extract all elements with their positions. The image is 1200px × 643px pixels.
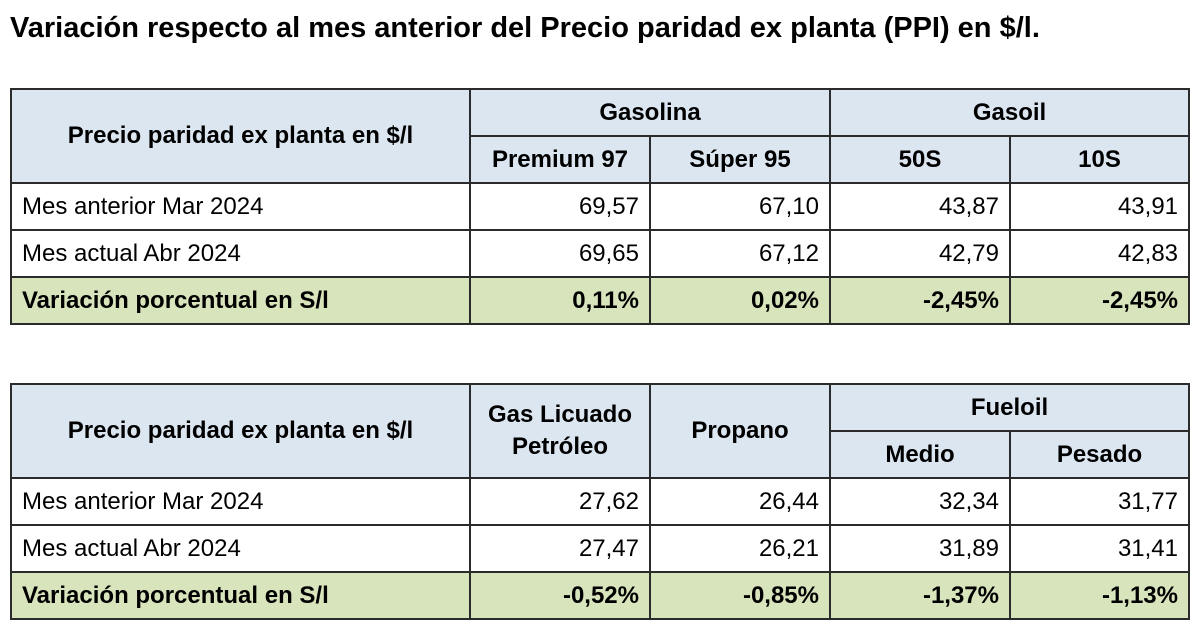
variation-cell: 0,11%	[469, 276, 651, 325]
variation-label: Variación porcentual en S/l	[10, 276, 471, 325]
table-cell: 31,77	[1009, 477, 1190, 526]
table-row: Mes anterior Mar 2024 69,57 67,10 43,87 …	[10, 182, 1191, 231]
table-subheader-row: Premium 97 Súper 95 50S 10S	[11, 135, 1191, 184]
variation-cell: -0,85%	[649, 571, 831, 620]
group-header-gasolina: Gasolina	[469, 88, 831, 137]
variation-cell: -1,37%	[829, 571, 1011, 620]
table-row: Mes anterior Mar 2024 27,62 26,44 32,34 …	[10, 477, 1190, 526]
variation-cell: -2,45%	[1008, 276, 1191, 325]
variation-row: Variación porcentual en S/l 0,11% 0,02% …	[10, 276, 1191, 325]
variation-cell: -1,13%	[1009, 571, 1190, 620]
column-header-super-95: Súper 95	[649, 135, 831, 184]
table-cell: 69,57	[469, 182, 651, 231]
group-header-gasoil: Gasoil	[828, 88, 1191, 137]
table-subheader-row: Medio Pesado	[11, 430, 1190, 479]
page-title: Variación respecto al mes anterior del P…	[10, 12, 1040, 44]
variation-row: Variación porcentual en S/l -0,52% -0,85…	[10, 571, 1190, 620]
table-cell: 27,47	[469, 524, 651, 573]
corner-header: Precio paridad ex planta en $/l	[10, 383, 471, 479]
row-label: Mes anterior Mar 2024	[10, 182, 471, 231]
table-cell: 26,44	[649, 477, 831, 526]
column-header-medio: Medio	[829, 430, 1011, 479]
table-cell: 31,89	[829, 524, 1011, 573]
group-header-fueloil: Fueloil	[829, 383, 1190, 432]
column-header-premium-97: Premium 97	[469, 135, 651, 184]
glp-propano-fueloil-table: Precio paridad ex planta en $/l Gas Licu…	[10, 383, 1190, 620]
row-label: Mes actual Abr 2024	[10, 229, 471, 278]
table-row: Mes actual Abr 2024 27,47 26,21 31,89 31…	[10, 524, 1190, 573]
table-cell: 26,21	[649, 524, 831, 573]
gasolina-gasoil-table: Precio paridad ex planta en $/l Gasolina…	[10, 88, 1191, 325]
variation-cell: -0,52%	[469, 571, 651, 620]
table-cell: 67,10	[649, 182, 831, 231]
variation-label: Variación porcentual en S/l	[10, 571, 471, 620]
column-header-gas-licuado-petroleo: Gas Licuado Petróleo	[469, 383, 651, 479]
table-cell: 43,87	[829, 182, 1011, 231]
column-header-50s: 50S	[829, 135, 1011, 184]
table-cell: 32,34	[829, 477, 1011, 526]
column-header-pesado: Pesado	[1009, 430, 1190, 479]
table-cell: 31,41	[1009, 524, 1190, 573]
table-cell: 43,91	[1008, 182, 1191, 231]
table-cell: 27,62	[469, 477, 651, 526]
table-cell: 42,79	[829, 229, 1011, 278]
variation-cell: -2,45%	[829, 276, 1011, 325]
row-label: Mes actual Abr 2024	[10, 524, 471, 573]
table-header-row: Precio paridad ex planta en $/l Gasolina…	[10, 88, 1191, 184]
column-header-10s: 10S	[1008, 135, 1191, 184]
table-header-row: Precio paridad ex planta en $/l Gas Licu…	[10, 383, 1190, 479]
table-cell: 42,83	[1008, 229, 1191, 278]
table-row: Mes actual Abr 2024 69,65 67,12 42,79 42…	[10, 229, 1191, 278]
column-header-propano: Propano	[649, 383, 831, 479]
row-label: Mes anterior Mar 2024	[10, 477, 471, 526]
table-cell: 67,12	[649, 229, 831, 278]
corner-header: Precio paridad ex planta en $/l	[10, 88, 471, 184]
table-cell: 69,65	[469, 229, 651, 278]
variation-cell: 0,02%	[649, 276, 831, 325]
